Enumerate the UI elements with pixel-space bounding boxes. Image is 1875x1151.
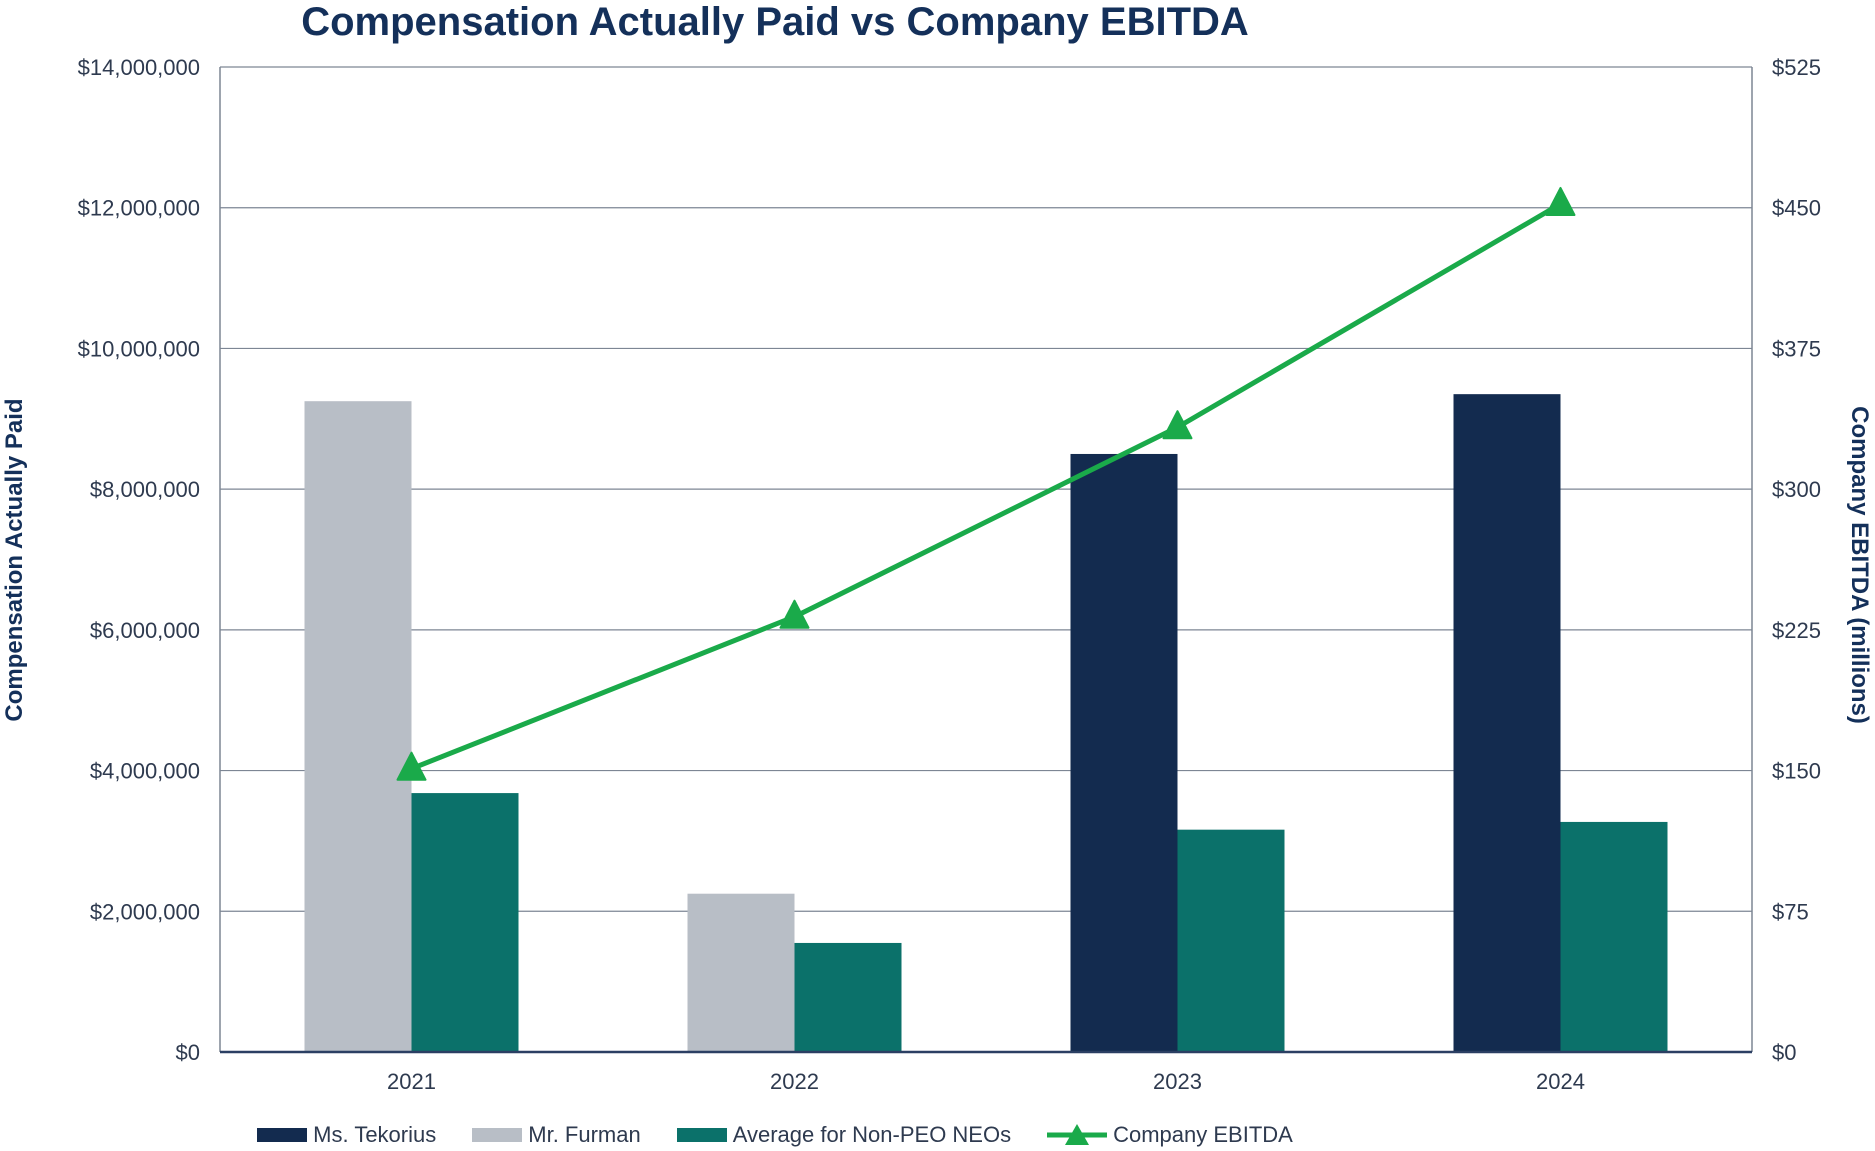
legend-label-furman: Mr. Furman (528, 1122, 641, 1147)
axes (219, 67, 1753, 1054)
y2-tick-label: $375 (1772, 336, 1821, 361)
x-tick-label: 2023 (1153, 1069, 1202, 1094)
y2-tick-label: $300 (1772, 477, 1821, 502)
y-tick-label: $8,000,000 (90, 477, 200, 502)
ebitda-line-layer (396, 186, 1576, 781)
tick-labels: $0 $0 $2,000,000 $75 $4,000,000 $150 $6,000,00… (78, 55, 1821, 1094)
ebitda-point-2021 (396, 751, 427, 781)
ebitda-line (410, 201, 1562, 772)
bar-ms-tekorius-2024 (1453, 394, 1561, 1052)
legend-swatch-non-peo (676, 1128, 727, 1142)
y2-axis-title: Company EBITDA (millions) (1846, 406, 1873, 724)
y-tick-label: $6,000,000 (90, 618, 200, 643)
y2-tick-label: $150 (1772, 759, 1821, 784)
legend-item-ebitda: Company EBITDA (1047, 1122, 1293, 1148)
ebitda-point-2023 (1162, 410, 1193, 440)
bar-ms-tekorius-2023 (1070, 453, 1178, 1052)
bar-non-peo-neos-2023 (1177, 829, 1285, 1052)
y2-tick-label: $450 (1772, 196, 1821, 221)
x-tick-label: 2021 (387, 1069, 436, 1094)
y-tick-label: $12,000,000 (78, 196, 200, 221)
y2-tick-label: $525 (1772, 55, 1821, 80)
y2-tick-label: $225 (1772, 618, 1821, 643)
legend-swatch-ebitda (1047, 1124, 1108, 1145)
legend-item-non-peo: Average for Non-PEO NEOs (676, 1122, 1012, 1148)
y-tick-label: $0 (176, 1040, 200, 1065)
legend-item-furman: Mr. Furman (472, 1122, 641, 1148)
triangle-marker-icon (1065, 1124, 1090, 1145)
bar-mr-furman-2021 (304, 401, 412, 1053)
y-tick-label: $10,000,000 (78, 336, 200, 361)
bar-mr-furman-2022 (687, 893, 795, 1052)
x-tick-label: 2022 (770, 1069, 819, 1094)
y-tick-label: $2,000,000 (90, 899, 200, 924)
y-tick-label: $14,000,000 (78, 55, 200, 80)
legend-label-non-peo: Average for Non-PEO NEOs (732, 1122, 1012, 1147)
y2-tick-label: $0 (1772, 1040, 1796, 1065)
y-tick-label: $4,000,000 (90, 759, 200, 784)
legend-swatch-furman (472, 1128, 523, 1142)
chart-title: Compensation Actually Paid vs Company EB… (301, 0, 1249, 44)
legend-label-tekorius: Ms. Tekorius (313, 1122, 437, 1147)
ebitda-point-2022 (779, 599, 810, 629)
legend-label-ebitda: Company EBITDA (1113, 1122, 1293, 1147)
legend: Ms. Tekorius Mr. Furman Average for Non-… (0, 1122, 1550, 1148)
y2-tick-label: $75 (1772, 899, 1809, 924)
bar-non-peo-neos-2024 (1560, 821, 1668, 1052)
x-tick-label: 2024 (1536, 1069, 1585, 1094)
ebitda-point-2024 (1545, 186, 1576, 216)
bar-non-peo-neos-2021 (411, 793, 519, 1052)
bar-non-peo-neos-2022 (794, 942, 902, 1052)
legend-swatch-tekorius (257, 1128, 308, 1142)
legend-item-tekorius: Ms. Tekorius (257, 1122, 436, 1148)
y-axis-title: Compensation Actually Paid (1, 398, 28, 721)
bars (304, 394, 1668, 1053)
